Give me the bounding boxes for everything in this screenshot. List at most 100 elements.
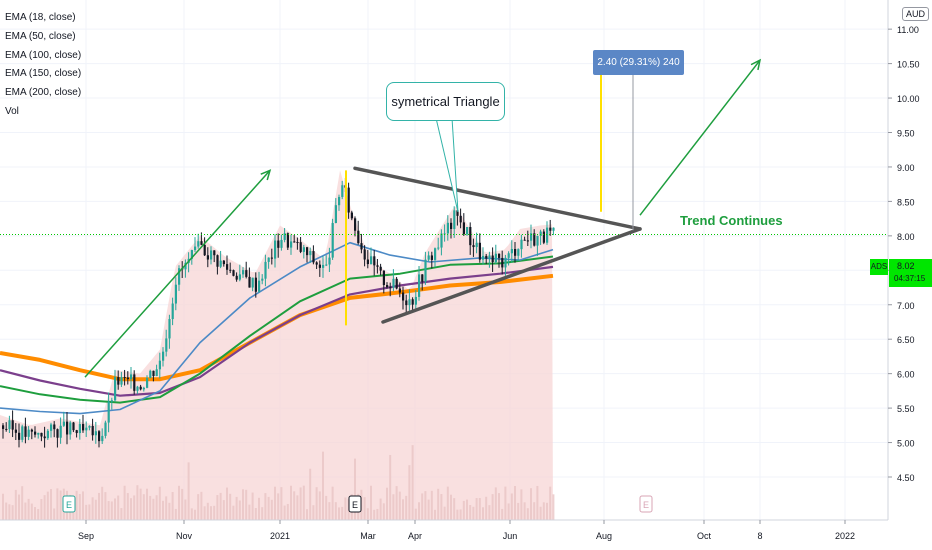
volume-bar (536, 485, 539, 520)
triangle-line (353, 166, 642, 231)
candle-body (411, 299, 414, 305)
legend-item[interactable]: EMA (100, close) (5, 49, 82, 61)
candle-body (437, 247, 440, 249)
candle-body (491, 255, 494, 263)
candle-body (66, 421, 69, 435)
candle-body (235, 275, 238, 280)
x-tick-label: Nov (176, 531, 193, 541)
legend-item[interactable]: EMA (18, close) (5, 12, 76, 23)
volume-bar (34, 507, 36, 520)
volume-bar (194, 509, 196, 520)
volume-bar (200, 491, 203, 520)
legend-item[interactable]: Vol (5, 105, 19, 117)
volume-bar (389, 454, 392, 520)
volume-bar (251, 492, 254, 520)
symbol-tag: ADS (870, 259, 888, 275)
volume-bar (216, 495, 219, 520)
candle-body (11, 420, 14, 430)
candle-body (155, 369, 158, 377)
volume-bar (344, 497, 347, 520)
candle-body (539, 231, 542, 236)
volume-bar (165, 496, 168, 520)
volume-bar (270, 499, 273, 520)
legend-item[interactable]: EMA (50, close) (5, 30, 76, 42)
candle-body (178, 268, 181, 285)
candle-body (322, 264, 325, 268)
candle-body (104, 422, 107, 436)
candle-body (286, 233, 289, 248)
volume-bar (139, 488, 142, 520)
candle-body (53, 424, 56, 430)
volume-bar (494, 487, 497, 520)
volume-bar (258, 497, 260, 520)
volume-bar (501, 508, 504, 520)
candle-body (94, 431, 97, 436)
candle-body (283, 233, 286, 240)
candle-body (382, 270, 385, 286)
candle-body (456, 210, 459, 216)
volume-bar (450, 494, 452, 520)
volume-bar (8, 504, 11, 520)
x-tick-label: Sep (78, 531, 94, 541)
candle-body (152, 370, 155, 377)
candle-body (222, 260, 225, 265)
volume-bar (354, 458, 356, 520)
legend-item[interactable]: EMA (150, close) (5, 68, 82, 80)
candle-body (248, 276, 251, 288)
candle-body (114, 377, 117, 401)
volume-bar (478, 498, 481, 520)
volume-bar (411, 445, 414, 520)
volume-bar (456, 509, 459, 520)
volume-bar (504, 486, 507, 520)
candle-body (507, 253, 510, 258)
volume-bar (398, 491, 401, 520)
earnings-marker (639, 495, 653, 513)
candle-body (50, 424, 53, 431)
volume-bar (274, 486, 276, 520)
volume-bar (309, 468, 312, 520)
currency-button[interactable]: AUD (902, 7, 930, 21)
volume-area (0, 170, 553, 520)
candle-body (107, 401, 110, 423)
candle-body (69, 422, 72, 435)
trend-arrow (639, 59, 761, 216)
volume-bar (197, 494, 200, 520)
legend-item[interactable]: EMA (200, close) (5, 87, 82, 99)
candle-body (427, 255, 430, 260)
volume-bar (261, 507, 264, 520)
volume-bar (238, 500, 241, 520)
ema-line (0, 265, 554, 397)
trend-arrow (84, 169, 271, 378)
volume-bar (520, 489, 523, 520)
volume-bar (85, 504, 88, 520)
candle-body (510, 248, 513, 254)
volume-bar (539, 506, 542, 520)
candle-body (363, 249, 366, 260)
candle-body (517, 249, 520, 256)
volume-bar (162, 500, 164, 520)
candle-body (91, 425, 94, 436)
candle-body (331, 223, 334, 258)
callout-symmetrical-triangle[interactable]: symetrical Triangle (386, 82, 505, 121)
volume-bars (2, 445, 555, 520)
volume-bar (418, 502, 420, 520)
candle-body (226, 264, 229, 270)
y-tick-label: 7.00 (897, 301, 915, 311)
ema-line (0, 241, 554, 415)
candle-body (158, 360, 161, 370)
y-tick-label: 5.50 (897, 404, 915, 414)
volume-bar (94, 499, 97, 520)
candle-body (347, 187, 350, 213)
volume-bar (203, 506, 206, 520)
trend-text[interactable]: Trend Continues (680, 213, 783, 228)
candle-body (251, 277, 254, 288)
volume-bar (466, 499, 468, 520)
candle-body (168, 319, 171, 339)
volume-bar (168, 502, 171, 520)
measure-label[interactable]: 2.40 (29.31%) 240 (593, 50, 684, 75)
ema-line (0, 255, 554, 404)
volume-bar (424, 491, 427, 520)
volume-bar (46, 491, 49, 520)
candle-body (117, 377, 120, 385)
